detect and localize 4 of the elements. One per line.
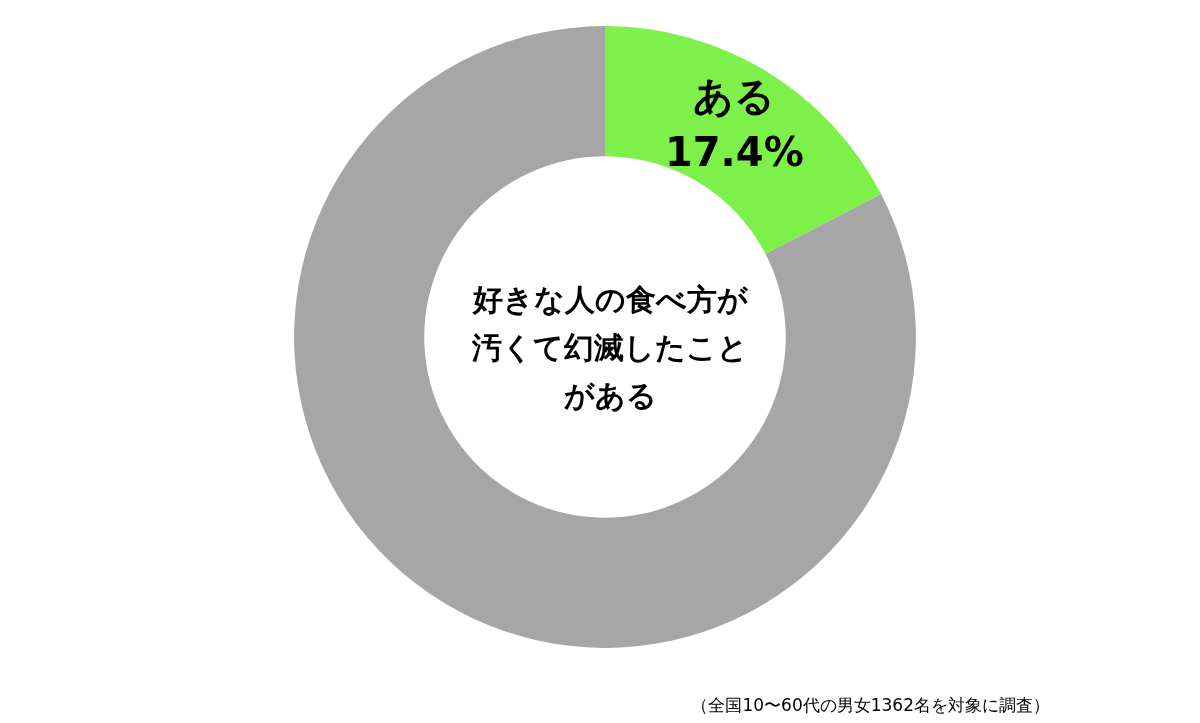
text: 好きな人の食べ方が汚くて幻滅したことがある: [471, 281, 749, 413]
text: （全国10〜60代の男女1362名を対象に調査）: [691, 694, 1050, 715]
slice-label: ある: [693, 73, 776, 120]
data-label: 17.4%: [664, 129, 804, 176]
